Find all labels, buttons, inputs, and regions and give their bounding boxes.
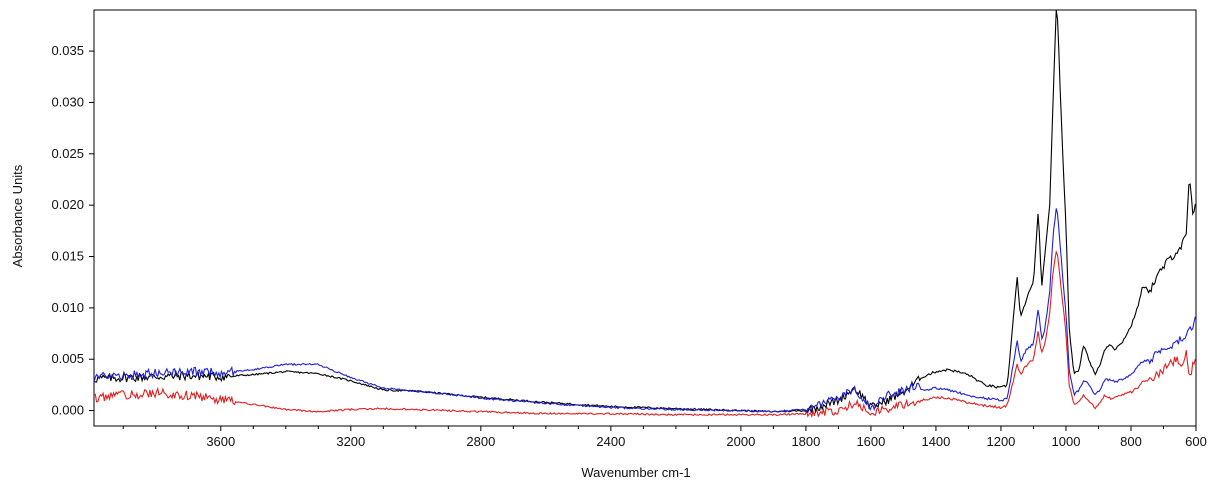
x-tick-label: 3200 [336, 434, 365, 449]
x-tick-label: 2400 [596, 434, 625, 449]
x-tick-label: 1600 [856, 434, 885, 449]
x-tick-label: 1000 [1052, 434, 1081, 449]
y-tick-label: 0.005 [51, 351, 84, 366]
x-tick-label: 3600 [206, 434, 235, 449]
x-tick-label: 1400 [921, 434, 950, 449]
spectrum-series-line [93, 10, 1196, 414]
y-tick-label: 0.000 [51, 403, 84, 418]
y-axis-title: Absorbance Units [10, 164, 25, 267]
x-tick-label: 1200 [986, 434, 1015, 449]
y-axis-ticks: 0.000 0.005 0.010 0.015 0.020 0.025 0.030 0.035 [51, 43, 94, 418]
x-tick-label: 2000 [726, 434, 755, 449]
x-axis-title: Wavenumber cm-1 [581, 465, 690, 480]
y-tick-label: 0.030 [51, 94, 84, 109]
spectrum-series-line [93, 250, 1196, 419]
y-tick-label: 0.025 [51, 146, 84, 161]
series-layer [93, 10, 1196, 419]
spectrum-series-line [93, 208, 1196, 413]
x-axis-ticks: 3600 3200 2800 2400 2000 1800 1600 1400 1200 1000… [122, 426, 1207, 449]
y-tick-label: 0.015 [51, 249, 84, 264]
x-tick-label: 600 [1185, 434, 1207, 449]
y-tick-label: 0.020 [51, 197, 84, 212]
y-tick-label: 0.010 [51, 300, 84, 315]
y-tick-label: 0.035 [51, 43, 84, 58]
plot-frame [93, 9, 1197, 427]
x-tick-label: 1800 [791, 434, 820, 449]
x-tick-label: 800 [1120, 434, 1142, 449]
x-tick-label: 2800 [466, 434, 495, 449]
